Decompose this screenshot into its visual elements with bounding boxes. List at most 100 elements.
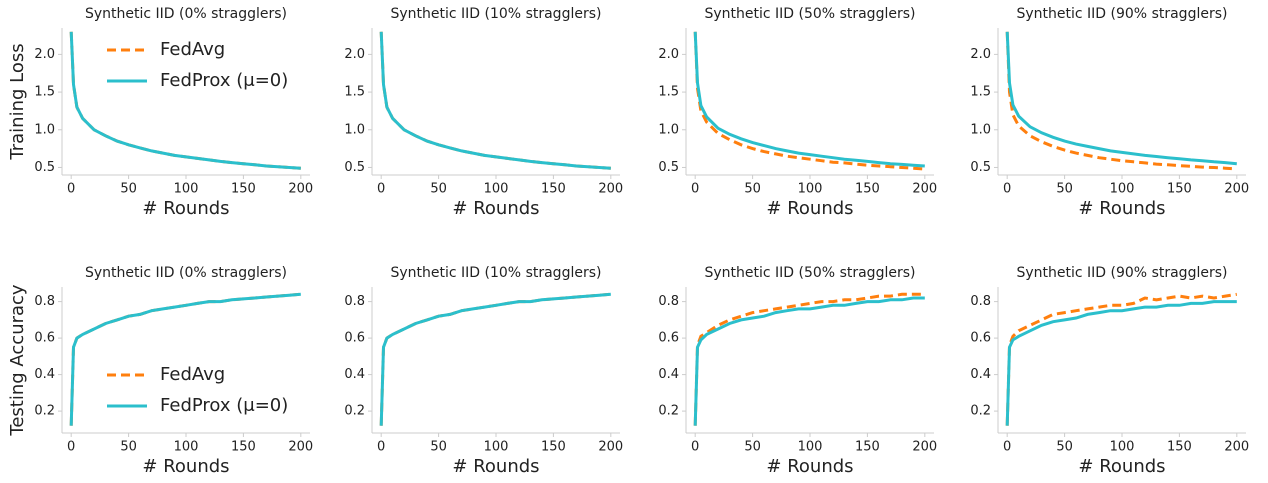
x-tick-label: 50 — [744, 440, 761, 455]
y-tick-label: 0.2 — [970, 404, 991, 419]
series-line — [379, 292, 611, 426]
x-tick-label: 100 — [174, 440, 199, 455]
x-tick-label: 50 — [430, 182, 447, 197]
x-tick-label: 100 — [174, 182, 199, 197]
y-tick-label: 2.0 — [34, 47, 55, 62]
subplot-title: Synthetic IID (0% stragglers) — [85, 6, 287, 22]
y-tick-label: 0.2 — [34, 404, 55, 419]
y-tick-label: 2.0 — [344, 47, 365, 62]
series-line — [693, 292, 925, 426]
x-tick-label: 200 — [288, 440, 313, 455]
x-axis-label: # Rounds — [142, 198, 229, 219]
subplot-title: Synthetic IID (50% stragglers) — [705, 6, 916, 22]
x-tick-label: 200 — [912, 440, 937, 455]
x-tick-label: 150 — [855, 182, 880, 197]
x-tick-label: 100 — [484, 182, 509, 197]
y-axis-label: Testing Accuracy — [7, 284, 28, 437]
y-tick-label: 0.2 — [344, 404, 365, 419]
x-tick-label: 200 — [1224, 182, 1249, 197]
y-tick-label: 0.5 — [970, 160, 991, 175]
series-line — [69, 292, 301, 426]
x-tick-label: 150 — [1167, 440, 1192, 455]
subplot-title: Synthetic IID (90% stragglers) — [1017, 265, 1228, 281]
y-tick-label: 1.0 — [658, 122, 679, 137]
series-line — [693, 296, 925, 426]
legend-label: FedAvg — [160, 39, 225, 60]
series-line — [1005, 292, 1238, 426]
y-tick-label: 1.0 — [34, 122, 55, 137]
x-tick-label: 0 — [691, 440, 699, 455]
x-axis-label: # Rounds — [142, 456, 229, 477]
series-line — [379, 292, 611, 426]
y-tick-label: 0.2 — [658, 404, 679, 419]
y-tick-label: 0.5 — [344, 160, 365, 175]
series-line — [379, 31, 611, 170]
x-tick-label: 200 — [288, 182, 313, 197]
y-tick-label: 1.0 — [970, 122, 991, 137]
x-tick-label: 50 — [120, 440, 137, 455]
x-tick-label: 100 — [1110, 182, 1135, 197]
x-tick-label: 200 — [598, 182, 623, 197]
series-line — [693, 31, 925, 168]
x-tick-label: 150 — [231, 182, 256, 197]
x-tick-label: 150 — [541, 182, 566, 197]
x-tick-label: 200 — [1224, 440, 1249, 455]
series-line — [693, 31, 925, 171]
x-tick-label: 0 — [67, 182, 75, 197]
y-tick-label: 0.6 — [34, 331, 55, 346]
x-tick-label: 0 — [691, 182, 699, 197]
x-axis-label: # Rounds — [766, 456, 853, 477]
x-tick-label: 150 — [855, 440, 880, 455]
x-tick-label: 100 — [798, 182, 823, 197]
x-axis-label: # Rounds — [452, 456, 539, 477]
series-line — [1005, 300, 1237, 426]
y-tick-label: 0.6 — [658, 331, 679, 346]
legend-label: FedAvg — [160, 364, 225, 385]
x-axis-label: # Rounds — [452, 198, 539, 219]
legend-label: FedProx (μ=0) — [160, 395, 288, 416]
x-tick-label: 200 — [598, 440, 623, 455]
x-tick-label: 150 — [541, 440, 566, 455]
series-line — [1005, 31, 1237, 166]
x-tick-label: 100 — [798, 440, 823, 455]
x-axis-label: # Rounds — [1078, 456, 1165, 477]
y-tick-label: 2.0 — [970, 47, 991, 62]
y-tick-label: 1.5 — [970, 85, 991, 100]
x-tick-label: 0 — [1003, 440, 1011, 455]
y-tick-label: 0.8 — [344, 294, 365, 309]
x-tick-label: 150 — [231, 440, 256, 455]
x-tick-label: 0 — [1003, 182, 1011, 197]
y-tick-label: 0.4 — [344, 367, 365, 382]
y-tick-label: 0.5 — [34, 160, 55, 175]
y-tick-label: 0.4 — [658, 367, 679, 382]
x-tick-label: 50 — [744, 182, 761, 197]
series-line — [1005, 31, 1237, 171]
x-tick-label: 50 — [1056, 182, 1073, 197]
x-axis-label: # Rounds — [766, 198, 853, 219]
x-tick-label: 50 — [1056, 440, 1073, 455]
subplot-title: Synthetic IID (90% stragglers) — [1017, 6, 1228, 22]
x-tick-label: 0 — [377, 182, 385, 197]
series-line — [379, 31, 611, 170]
subplot-title: Synthetic IID (10% stragglers) — [391, 6, 602, 22]
x-tick-label: 50 — [120, 182, 137, 197]
y-tick-label: 0.6 — [344, 331, 365, 346]
x-tick-label: 0 — [377, 440, 385, 455]
x-tick-label: 0 — [67, 440, 75, 455]
x-tick-label: 50 — [430, 440, 447, 455]
subplot-title: Synthetic IID (10% stragglers) — [391, 265, 602, 281]
x-tick-label: 100 — [484, 440, 509, 455]
x-tick-label: 200 — [912, 182, 937, 197]
x-axis-label: # Rounds — [1078, 198, 1165, 219]
y-tick-label: 1.5 — [658, 85, 679, 100]
y-tick-label: 0.6 — [970, 331, 991, 346]
subplot-title: Synthetic IID (0% stragglers) — [85, 265, 287, 281]
y-tick-label: 1.5 — [34, 85, 55, 100]
y-tick-label: 0.8 — [658, 294, 679, 309]
x-tick-label: 100 — [1110, 440, 1135, 455]
y-tick-label: 0.8 — [970, 294, 991, 309]
y-tick-label: 0.4 — [970, 367, 991, 382]
y-tick-label: 2.0 — [658, 47, 679, 62]
